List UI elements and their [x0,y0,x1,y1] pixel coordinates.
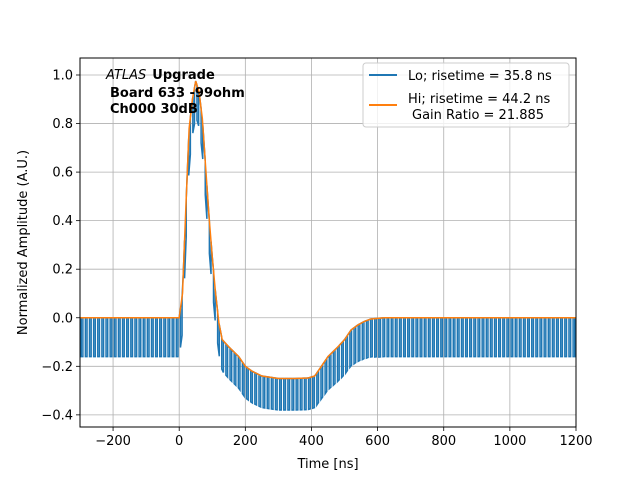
y-tick-label: 0.6 [52,166,73,181]
y-tick-label: 0.4 [52,214,73,229]
x-tick-label: −200 [95,434,131,449]
legend-label-hi-gain: Gain Ratio = 21.885 [412,108,544,123]
x-tick-label: 400 [299,434,324,449]
y-tick-label: 0.2 [52,263,73,278]
y-tick-label: 0.8 [52,117,73,132]
x-tick-label: 800 [431,434,456,449]
y-tick-label: −0.4 [41,408,73,423]
x-tick-label: 600 [365,434,390,449]
atlas-annotation: ATLAS Upgrade Board 633 -99ohm Ch000 30dB [105,68,245,117]
atlas-label: ATLAS [105,68,146,83]
series-hi-line [80,80,576,380]
x-axis-label: Time [ns] [296,457,358,472]
channel-label: Ch000 30dB [110,102,198,117]
x-tick-label: 1000 [493,434,526,449]
y-tick-label: 0.0 [52,311,73,326]
axes-frame [79,57,577,428]
legend-box [362,62,570,128]
upgrade-label: Upgrade [152,68,215,83]
x-tick-label: 200 [233,434,258,449]
x-tick-label: 0 [175,434,183,449]
plot-area [80,80,576,411]
x-tick-label: 1200 [559,434,592,449]
x-axis-ticks: −200 0 200 400 600 800 1000 1200 [95,427,593,449]
y-tick-label: −0.2 [41,360,73,375]
y-axis-label: Normalized Amplitude (A.U.) [16,150,31,335]
atlas-upgrade-label: ATLAS Upgrade [105,68,215,83]
legend-label-hi: Hi; risetime = 44.2 ns [408,92,550,107]
board-label: Board 633 -99ohm [110,86,245,101]
y-tick-label: 1.0 [52,68,73,83]
legend: Lo; risetime = 35.8 ns Hi; risetime = 44… [362,62,570,128]
legend-label-lo: Lo; risetime = 35.8 ns [408,69,552,84]
y-axis-ticks: −0.4 −0.2 0.0 0.2 0.4 0.6 0.8 1.0 [41,68,80,423]
